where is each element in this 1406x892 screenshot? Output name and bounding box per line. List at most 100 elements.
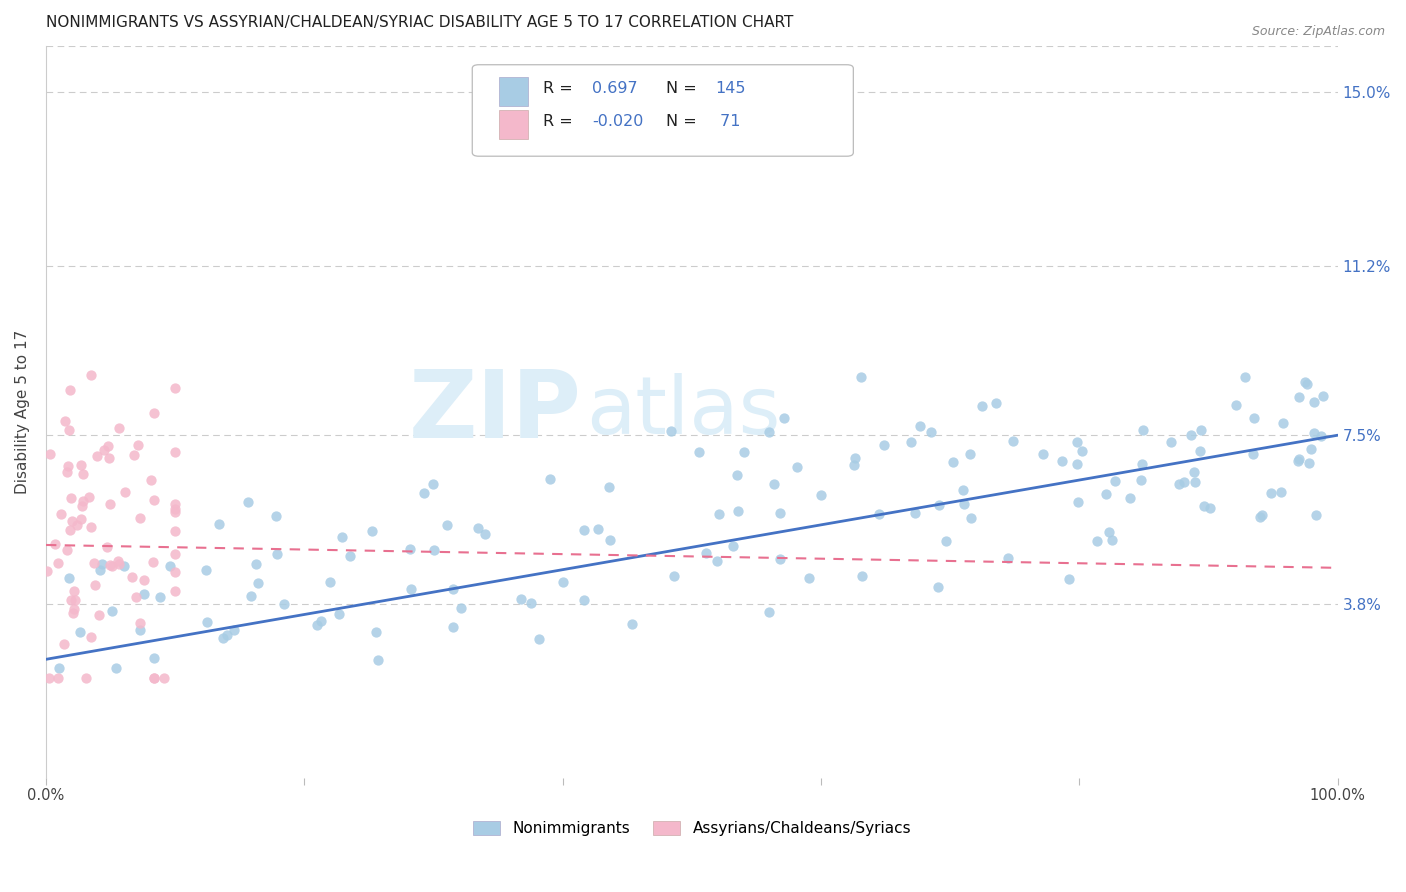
Point <box>727 504 749 518</box>
Point <box>273 597 295 611</box>
Point <box>1286 454 1309 468</box>
Point <box>80 520 103 534</box>
Point <box>127 438 149 452</box>
Point <box>319 575 342 590</box>
Point <box>441 620 464 634</box>
Point <box>769 552 792 566</box>
Point <box>108 557 131 571</box>
Point <box>733 445 755 459</box>
Point <box>75 671 97 685</box>
Point <box>56 543 79 558</box>
Point <box>69 458 91 473</box>
Point <box>972 399 994 413</box>
Point <box>58 383 80 397</box>
Point <box>70 499 93 513</box>
Text: Source: ZipAtlas.com: Source: ZipAtlas.com <box>1251 25 1385 38</box>
Point <box>662 569 685 583</box>
Point <box>1130 473 1153 487</box>
Point <box>222 623 245 637</box>
Point <box>1272 416 1295 430</box>
Text: ZIP: ZIP <box>409 367 582 458</box>
Point <box>247 575 270 590</box>
Point <box>553 574 575 589</box>
Point <box>928 498 950 512</box>
Point <box>112 559 135 574</box>
Y-axis label: Disability Age 5 to 17: Disability Age 5 to 17 <box>15 330 30 494</box>
Point <box>217 628 239 642</box>
Point <box>70 512 93 526</box>
Point <box>868 507 890 521</box>
Point <box>58 571 80 585</box>
Point <box>1160 435 1182 450</box>
Point <box>1071 444 1094 458</box>
Point <box>207 516 229 531</box>
Point <box>1066 434 1088 449</box>
Point <box>66 517 89 532</box>
Point <box>240 589 263 603</box>
Point <box>908 418 931 433</box>
Point <box>245 557 267 571</box>
Bar <box>499 110 527 139</box>
Point <box>1098 525 1121 540</box>
Point <box>1182 465 1205 479</box>
Point <box>58 458 80 473</box>
Point <box>1198 500 1220 515</box>
Point <box>1085 533 1108 548</box>
Point <box>1309 429 1331 443</box>
Point <box>142 406 165 420</box>
Point <box>165 548 187 562</box>
Point <box>124 590 146 604</box>
Point <box>725 468 748 483</box>
Point <box>77 490 100 504</box>
Point <box>772 411 794 425</box>
Point <box>83 578 105 592</box>
Point <box>1294 375 1316 389</box>
Point <box>153 671 176 685</box>
Text: 100.0%: 100.0% <box>1310 788 1365 803</box>
Point <box>100 497 122 511</box>
FancyBboxPatch shape <box>472 65 853 156</box>
Point <box>1050 454 1073 468</box>
Point <box>688 444 710 458</box>
Point <box>1260 486 1282 500</box>
Point <box>467 521 489 535</box>
Point <box>59 523 82 537</box>
Point <box>1067 495 1090 509</box>
Point <box>107 554 129 568</box>
Point <box>769 506 792 520</box>
Point <box>1104 474 1126 488</box>
Point <box>529 632 551 646</box>
Point <box>83 557 105 571</box>
Point <box>1270 484 1292 499</box>
Text: 0.697: 0.697 <box>592 81 638 96</box>
Point <box>1251 508 1274 522</box>
Point <box>165 497 187 511</box>
Point <box>105 661 128 675</box>
Point <box>195 563 218 577</box>
Text: 71: 71 <box>716 114 741 129</box>
Text: atlas: atlas <box>586 374 780 451</box>
Point <box>128 623 150 637</box>
Point <box>1101 533 1123 548</box>
Point <box>65 593 87 607</box>
Point <box>53 637 76 651</box>
Point <box>148 590 170 604</box>
Point <box>37 564 59 578</box>
Point <box>1130 457 1153 471</box>
Point <box>97 439 120 453</box>
Point <box>165 524 187 539</box>
Point <box>1241 446 1264 460</box>
Point <box>572 524 595 538</box>
Point <box>309 614 332 628</box>
Point <box>56 465 79 479</box>
Point <box>1312 389 1334 403</box>
Point <box>538 472 561 486</box>
Point <box>436 517 458 532</box>
Point <box>38 447 60 461</box>
Point <box>62 607 84 621</box>
Point <box>873 438 896 452</box>
Point <box>49 507 72 521</box>
Point <box>1057 572 1080 586</box>
Bar <box>499 78 527 106</box>
Point <box>1302 425 1324 440</box>
